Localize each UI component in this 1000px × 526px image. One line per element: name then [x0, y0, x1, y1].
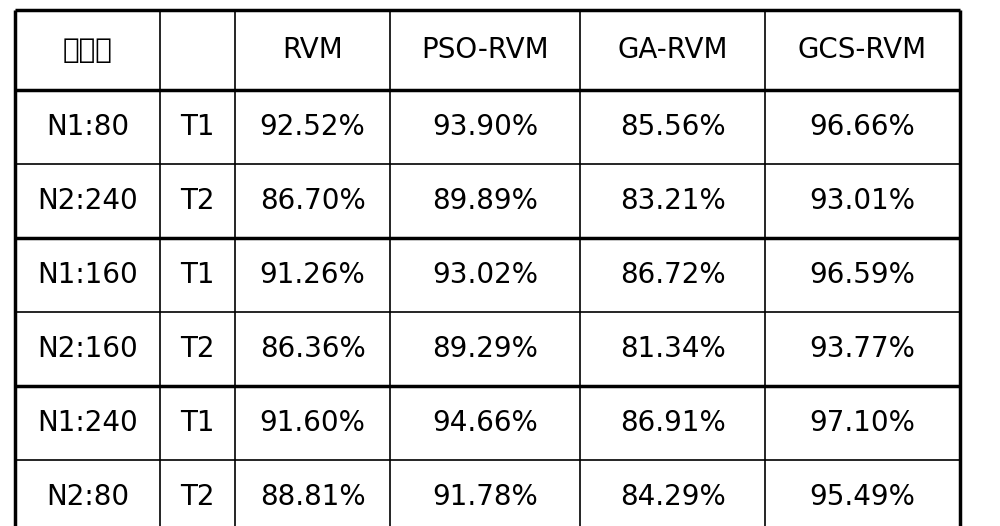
- Text: 81.34%: 81.34%: [620, 335, 725, 363]
- Text: RVM: RVM: [282, 36, 343, 64]
- Text: 94.66%: 94.66%: [432, 409, 538, 437]
- Text: 91.78%: 91.78%: [432, 483, 538, 511]
- Text: T2: T2: [180, 335, 215, 363]
- Text: T1: T1: [180, 113, 215, 141]
- Text: 89.89%: 89.89%: [432, 187, 538, 215]
- Text: 97.10%: 97.10%: [810, 409, 915, 437]
- Text: N1:240: N1:240: [37, 409, 138, 437]
- Text: 91.60%: 91.60%: [260, 409, 365, 437]
- Text: T2: T2: [180, 187, 215, 215]
- Text: 86.70%: 86.70%: [260, 187, 365, 215]
- Text: T1: T1: [180, 409, 215, 437]
- Text: 83.21%: 83.21%: [620, 187, 725, 215]
- Text: 96.66%: 96.66%: [810, 113, 915, 141]
- Text: 样本数: 样本数: [63, 36, 112, 64]
- Text: PSO-RVM: PSO-RVM: [421, 36, 549, 64]
- Text: N2:80: N2:80: [46, 483, 129, 511]
- Text: 96.59%: 96.59%: [810, 261, 915, 289]
- Text: 95.49%: 95.49%: [810, 483, 915, 511]
- Text: T1: T1: [180, 261, 215, 289]
- Text: 93.90%: 93.90%: [432, 113, 538, 141]
- Text: 84.29%: 84.29%: [620, 483, 725, 511]
- Text: 86.91%: 86.91%: [620, 409, 725, 437]
- Text: 86.36%: 86.36%: [260, 335, 365, 363]
- Text: GA-RVM: GA-RVM: [617, 36, 728, 64]
- Text: 86.72%: 86.72%: [620, 261, 725, 289]
- Text: T2: T2: [180, 483, 215, 511]
- Text: 85.56%: 85.56%: [620, 113, 725, 141]
- Text: 93.02%: 93.02%: [432, 261, 538, 289]
- Text: GCS-RVM: GCS-RVM: [798, 36, 927, 64]
- Text: 93.01%: 93.01%: [810, 187, 916, 215]
- Text: N2:160: N2:160: [37, 335, 138, 363]
- Text: 93.77%: 93.77%: [810, 335, 915, 363]
- Text: 92.52%: 92.52%: [260, 113, 365, 141]
- Text: N2:240: N2:240: [37, 187, 138, 215]
- Text: N1:80: N1:80: [46, 113, 129, 141]
- Text: 91.26%: 91.26%: [260, 261, 365, 289]
- Text: N1:160: N1:160: [37, 261, 138, 289]
- Text: 89.29%: 89.29%: [432, 335, 538, 363]
- Text: 88.81%: 88.81%: [260, 483, 365, 511]
